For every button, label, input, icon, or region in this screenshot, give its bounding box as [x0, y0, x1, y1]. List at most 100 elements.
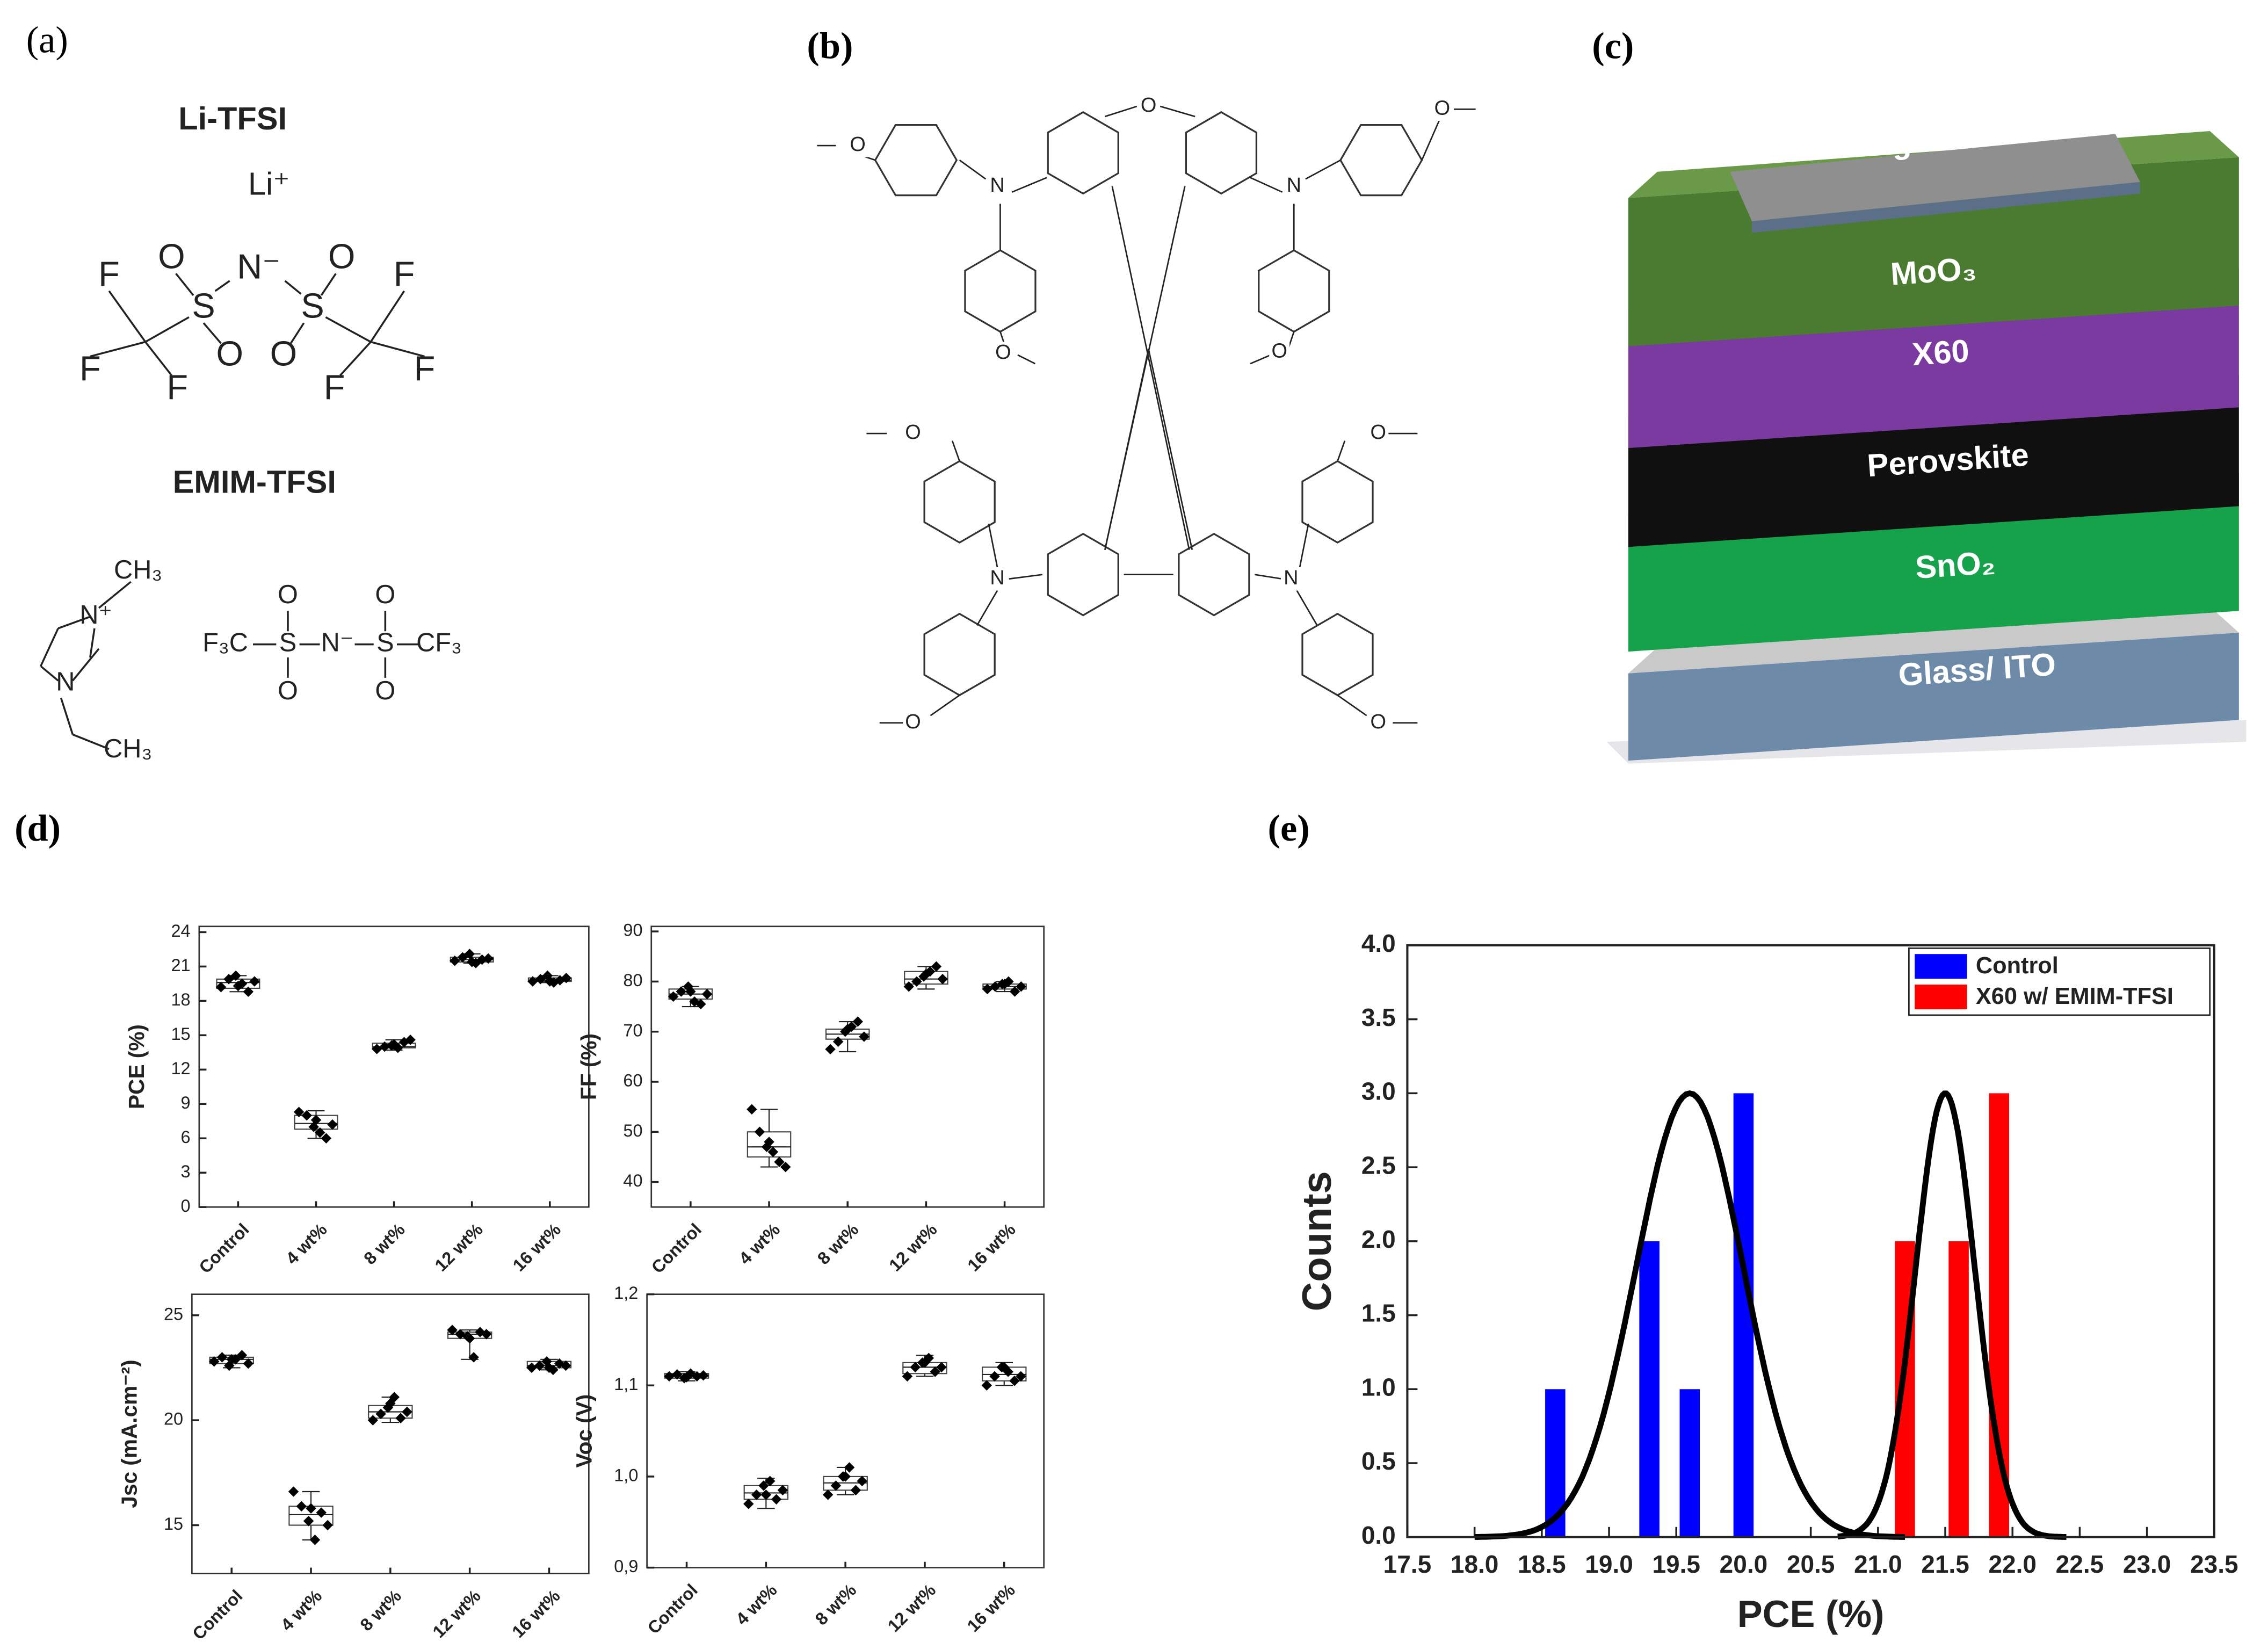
bond	[71, 648, 100, 682]
bond	[60, 698, 74, 735]
y-tick-label: 1,0	[614, 1466, 638, 1485]
atom: N	[1284, 567, 1298, 589]
data-point	[924, 966, 936, 977]
x-tick-label: 8 wt%	[360, 1220, 409, 1269]
layer-label: Ag	[1867, 124, 1912, 162]
x-tick-label: 21.0	[1854, 1550, 1902, 1578]
ion: Li⁺	[248, 166, 290, 202]
y-tick-label: 1,2	[614, 1283, 638, 1303]
y-axis-label: PCE (%)	[124, 1024, 149, 1109]
data-point	[923, 1352, 934, 1364]
x-tick-label: 16 wt%	[509, 1220, 564, 1275]
data-point	[527, 976, 538, 987]
data-point	[903, 981, 914, 992]
bond	[1254, 574, 1282, 580]
atom: S	[376, 628, 394, 657]
atom: F	[414, 349, 436, 388]
bond	[370, 341, 425, 358]
data-point	[367, 1415, 379, 1426]
data-point	[398, 1037, 410, 1047]
data-point	[385, 1398, 396, 1409]
layer-top	[1628, 606, 2239, 674]
atom: O	[905, 421, 921, 444]
plot-frame	[191, 1293, 590, 1574]
bond	[369, 290, 405, 343]
data-point	[695, 999, 706, 1010]
data-point	[230, 970, 241, 981]
data-point	[919, 1357, 930, 1368]
data-point	[402, 1406, 412, 1417]
data-point	[483, 953, 494, 964]
bond	[325, 316, 372, 343]
bond	[214, 280, 230, 292]
bond	[57, 616, 91, 630]
data-point	[236, 1350, 248, 1361]
bond	[90, 341, 146, 358]
compound-name: EMIM-TFSI	[173, 464, 336, 500]
x-tick-label: 20.5	[1787, 1550, 1835, 1578]
data-point	[534, 1360, 545, 1371]
data-point	[382, 1402, 394, 1413]
data-point	[243, 986, 254, 997]
data-point	[764, 1475, 776, 1487]
data-point	[701, 988, 713, 1000]
x-tick-label: 23.5	[2190, 1550, 2238, 1578]
data-point	[668, 991, 679, 1002]
atom: N	[990, 567, 1004, 589]
bond	[1017, 354, 1036, 365]
bond	[930, 695, 960, 717]
atom: N⁻	[237, 247, 280, 286]
bond	[89, 628, 96, 658]
atom: CH₃	[114, 555, 162, 584]
bond	[72, 733, 110, 750]
bond	[175, 273, 194, 296]
data-point	[216, 1352, 228, 1363]
data-point	[760, 1489, 772, 1500]
atom-bg	[987, 567, 1008, 591]
data-point	[846, 1021, 857, 1032]
x-tick-label: 21.5	[1921, 1550, 1969, 1578]
data-point	[249, 976, 260, 987]
y-tick-label: 15	[171, 1024, 190, 1044]
x-tick-label: 12 wt%	[884, 1580, 939, 1636]
data-point	[931, 961, 942, 972]
atom: F	[394, 254, 415, 293]
data-point	[852, 1016, 863, 1027]
data-point	[981, 1380, 992, 1391]
plot-frame	[198, 925, 590, 1208]
y-tick-label: 25	[164, 1304, 183, 1323]
x-tick-label: Control	[648, 1220, 705, 1277]
bond	[284, 280, 302, 295]
y-tick-label: 90	[623, 921, 642, 940]
bar	[1679, 1389, 1700, 1537]
bond	[320, 273, 337, 296]
atom: O	[1271, 339, 1287, 362]
y-tick-label: 24	[171, 921, 190, 941]
atom: S	[279, 628, 297, 657]
data-point	[850, 1485, 861, 1496]
atom-bg	[1280, 567, 1301, 591]
bar	[1948, 1241, 1969, 1537]
atom: CH₃	[104, 734, 152, 763]
bond	[339, 341, 372, 376]
x-tick-label: 4 wt%	[735, 1220, 784, 1269]
data-point	[468, 1352, 479, 1363]
atom: O	[995, 341, 1011, 364]
bond	[202, 322, 222, 344]
data-point	[859, 1031, 869, 1042]
atom-bg	[903, 711, 923, 735]
atom: F	[166, 367, 188, 407]
data-point	[989, 1371, 1000, 1382]
data-point	[830, 1480, 842, 1491]
x-tick-label: 17.5	[1383, 1550, 1432, 1578]
atom: F	[98, 254, 120, 293]
atom: O	[158, 236, 185, 276]
data-point	[698, 1370, 709, 1381]
bond	[1160, 105, 1195, 118]
y-tick-label: 3.0	[1361, 1077, 1396, 1105]
ring	[1301, 612, 1374, 697]
atom: N⁺	[79, 601, 112, 630]
bond	[951, 440, 960, 461]
bond	[1296, 590, 1318, 626]
layer-label: SnO₂	[1914, 544, 1996, 585]
